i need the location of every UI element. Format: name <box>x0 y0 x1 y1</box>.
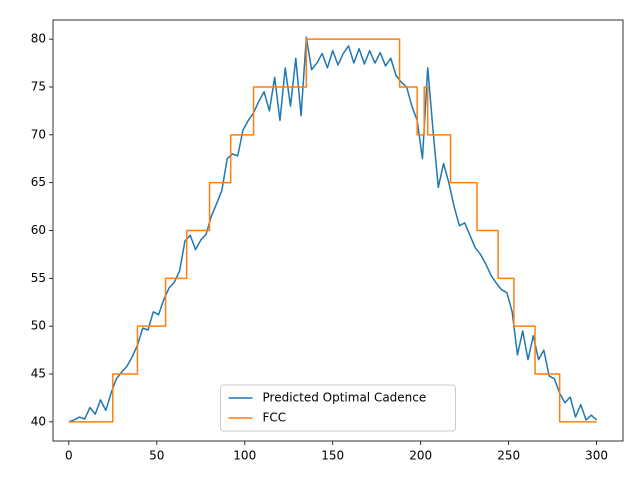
legend-box <box>220 384 456 432</box>
x-tick-label: 0 <box>65 449 73 463</box>
line-series <box>68 36 598 423</box>
line-series <box>68 38 597 423</box>
x-tick-label: 100 <box>233 449 256 463</box>
y-tick-label: 70 <box>31 127 46 141</box>
legend-label: FCC <box>263 411 287 425</box>
x-tick-label: 150 <box>321 449 344 463</box>
y-tick-label: 40 <box>31 414 46 428</box>
y-tick-label: 65 <box>31 175 46 189</box>
y-tick-label: 60 <box>31 223 46 237</box>
legend: Predicted Optimal Cadence FCC <box>220 384 456 432</box>
x-tick-label: 250 <box>497 449 520 463</box>
x-tick-label: 300 <box>585 449 608 463</box>
y-tick-label: 55 <box>31 271 46 285</box>
x-tick-label: 50 <box>149 449 164 463</box>
y-tick-label: 45 <box>31 367 46 381</box>
y-tick-label: 80 <box>31 32 46 46</box>
plot-frame <box>52 19 624 442</box>
legend-label: Predicted Optimal Cadence <box>263 391 427 405</box>
y-tick-label: 75 <box>31 79 46 93</box>
x-tick-label: 200 <box>409 449 432 463</box>
y-tick-label: 50 <box>31 319 46 333</box>
